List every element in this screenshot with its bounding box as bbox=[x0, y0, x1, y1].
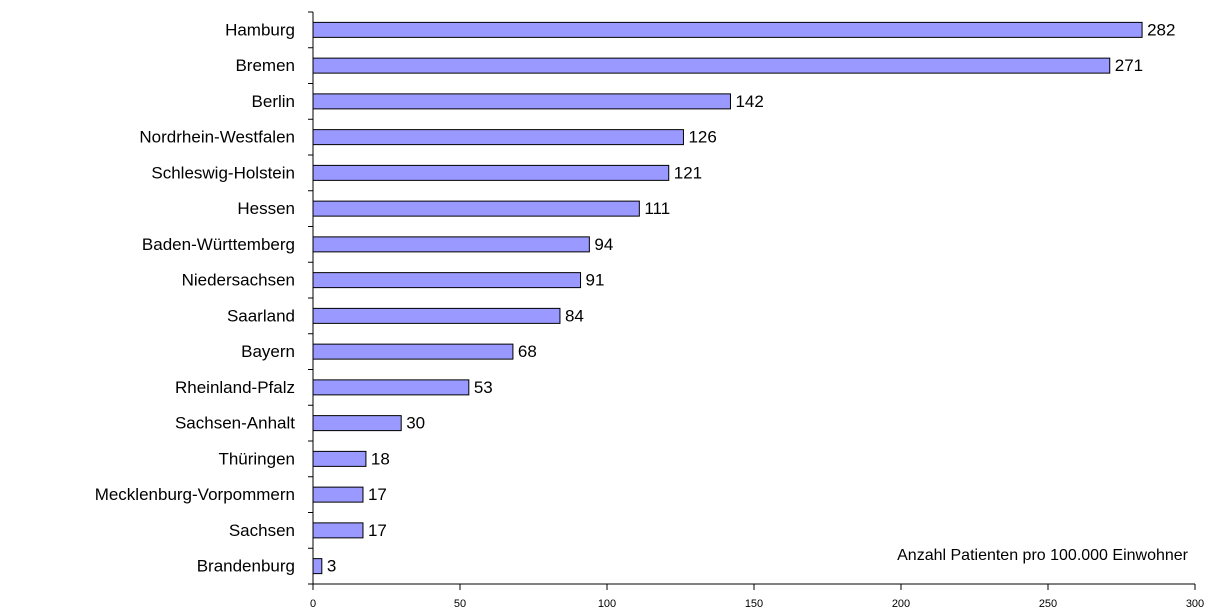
value-label: 17 bbox=[368, 485, 387, 504]
bar bbox=[312, 486, 364, 503]
bar bbox=[312, 343, 514, 360]
bar bbox=[312, 164, 670, 181]
y-tick-label: Hamburg bbox=[225, 20, 295, 39]
y-tick-label: Berlin bbox=[252, 92, 295, 111]
x-tick-label: 50 bbox=[454, 598, 466, 610]
y-tick-label: Mecklenburg-Vorpommern bbox=[95, 485, 295, 504]
value-label: 111 bbox=[644, 199, 670, 218]
bar bbox=[312, 21, 1143, 38]
value-label: 18 bbox=[371, 449, 390, 468]
value-label: 126 bbox=[688, 128, 716, 147]
bar bbox=[312, 307, 561, 324]
bar bbox=[312, 379, 470, 396]
y-tick-label: Baden-Württemberg bbox=[142, 235, 295, 254]
value-label: 121 bbox=[674, 163, 702, 182]
y-tick-label: Hessen bbox=[237, 199, 295, 218]
y-tick-label: Saarland bbox=[227, 306, 295, 325]
bar bbox=[312, 415, 402, 432]
value-label: 91 bbox=[586, 271, 605, 290]
bar bbox=[312, 200, 640, 217]
x-tick-label: 300 bbox=[1186, 598, 1204, 610]
value-label: 282 bbox=[1147, 20, 1175, 39]
y-tick-label: Sachsen-Anhalt bbox=[175, 414, 295, 433]
value-label: 3 bbox=[327, 557, 336, 576]
value-label: 30 bbox=[406, 414, 425, 433]
bar bbox=[312, 236, 590, 253]
bar bbox=[312, 57, 1111, 74]
value-label: 271 bbox=[1115, 56, 1143, 75]
y-tick-label: Nordrhein-Westfalen bbox=[139, 128, 295, 147]
value-label: 84 bbox=[565, 306, 584, 325]
x-tick-label: 150 bbox=[745, 598, 763, 610]
value-label: 53 bbox=[474, 378, 493, 397]
annotation: Anzahl Patienten pro 100.000 Einwohner bbox=[897, 547, 1189, 564]
y-tick-label: Sachsen bbox=[229, 521, 295, 540]
value-label: 17 bbox=[368, 521, 387, 540]
bar bbox=[312, 93, 731, 110]
bar bbox=[312, 129, 684, 146]
value-label: 94 bbox=[594, 235, 613, 254]
x-tick-label: 0 bbox=[310, 598, 316, 610]
y-tick-label: Niedersachsen bbox=[182, 271, 295, 290]
value-label: 68 bbox=[518, 342, 537, 361]
value-label: 142 bbox=[735, 92, 763, 111]
y-tick-label: Bremen bbox=[235, 56, 295, 75]
x-tick-label: 250 bbox=[1039, 598, 1057, 610]
x-tick-label: 200 bbox=[892, 598, 910, 610]
y-tick-label: Rheinland-Pfalz bbox=[175, 378, 295, 397]
y-tick-label: Schleswig-Holstein bbox=[151, 163, 295, 182]
bar bbox=[312, 450, 367, 467]
x-tick-label: 100 bbox=[598, 598, 616, 610]
y-tick-label: Bayern bbox=[241, 342, 295, 361]
bar bbox=[312, 558, 323, 575]
bar bbox=[312, 272, 582, 289]
y-tick-label: Brandenburg bbox=[197, 557, 295, 576]
bar bbox=[312, 522, 364, 539]
y-tick-label: Thüringen bbox=[218, 449, 295, 468]
